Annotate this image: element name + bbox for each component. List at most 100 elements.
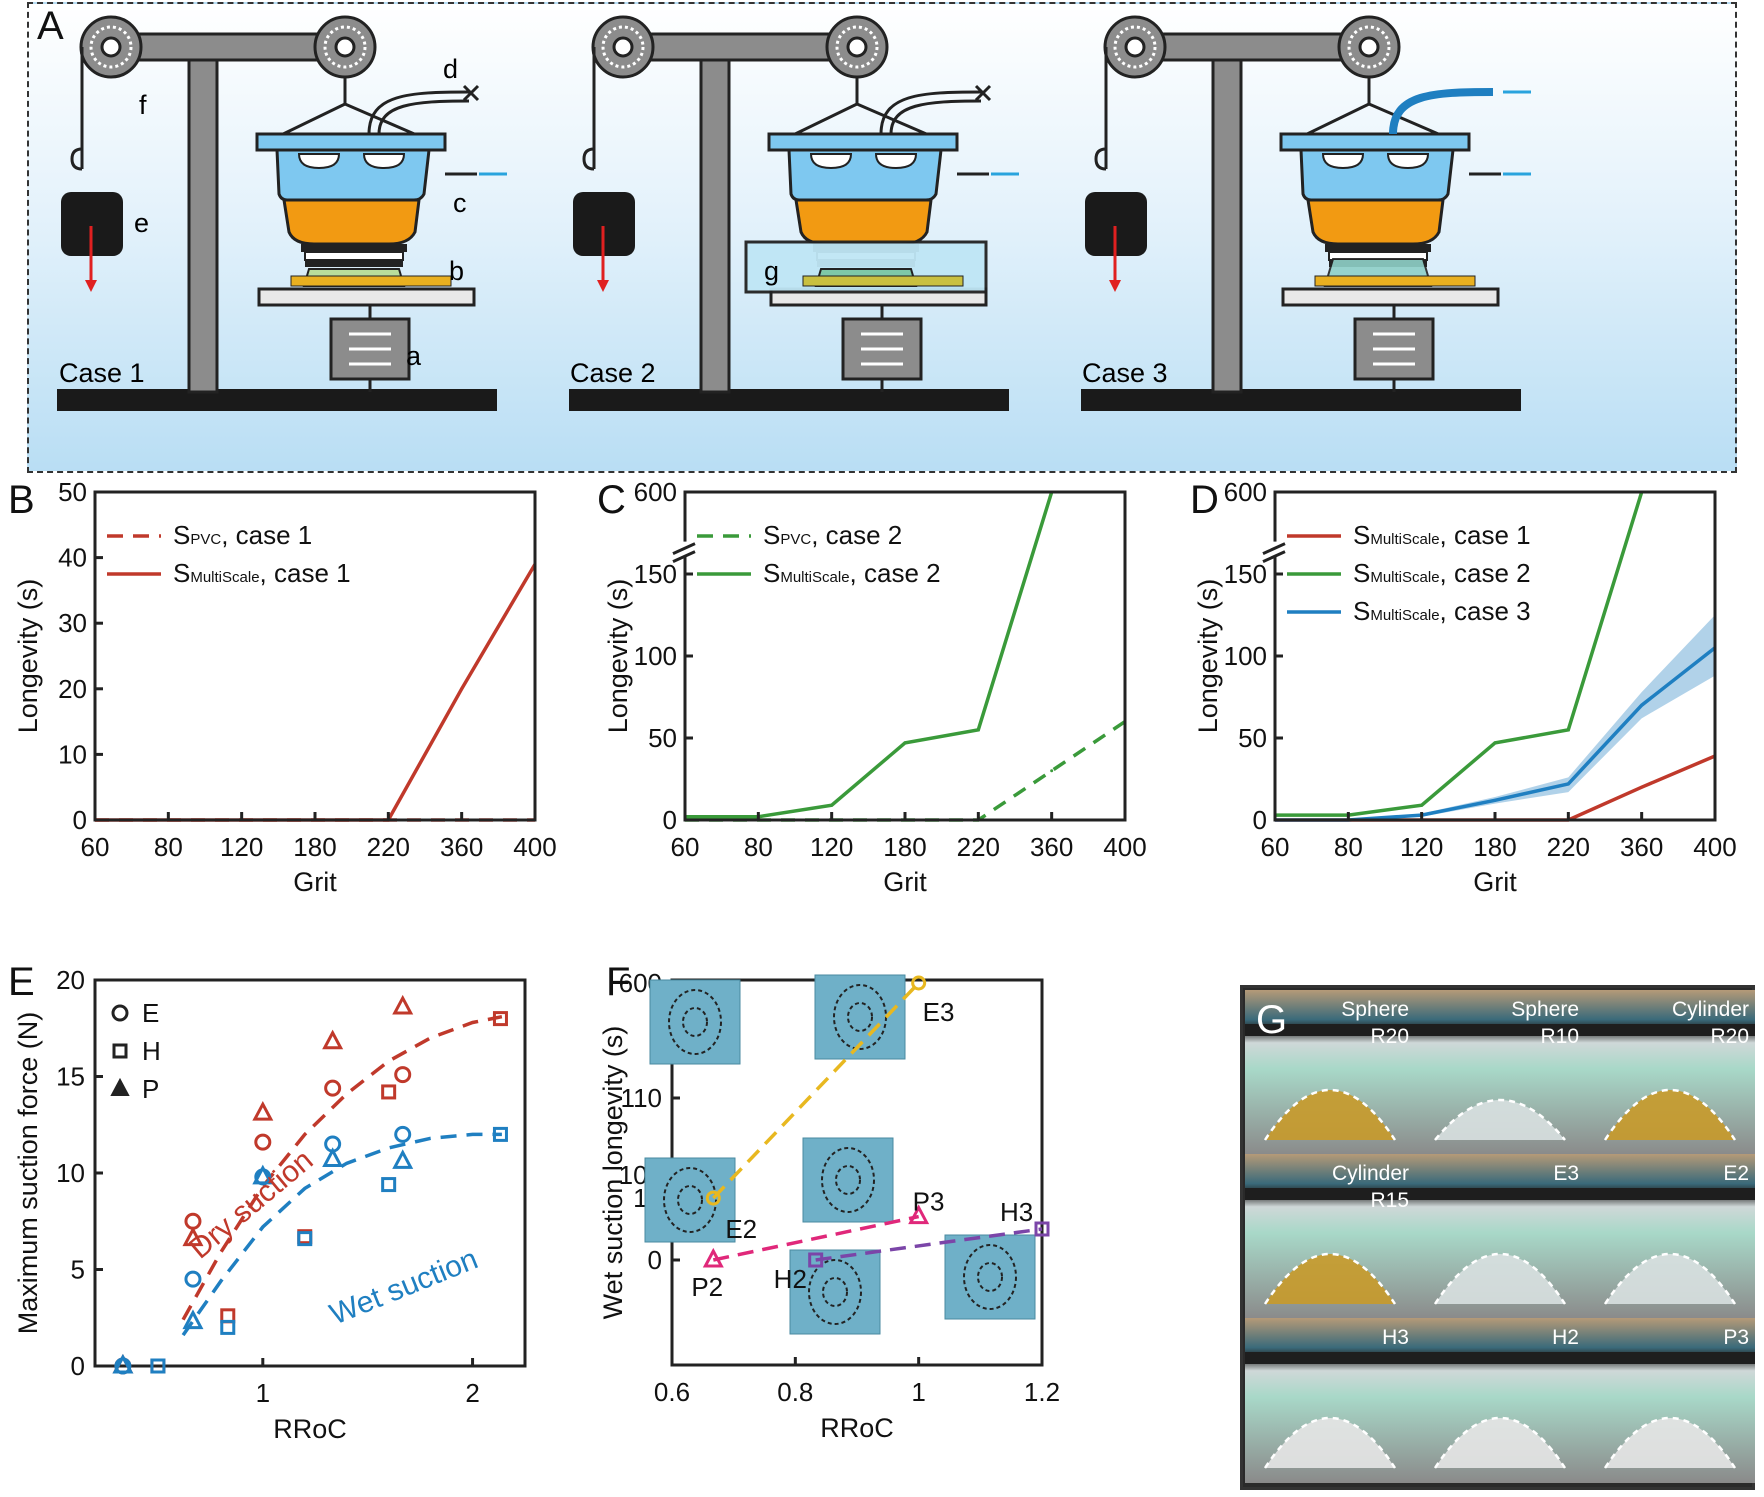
part-c-label: c xyxy=(453,188,467,218)
photo-cell-line2-1: R10 xyxy=(1540,1025,1579,1048)
chart-b: 0 10 20 30 40 50 60 80 120 180 220 360 400 Grit Longev… xyxy=(13,480,557,897)
x-axis-label: Grit xyxy=(883,867,927,897)
panel-d-label: D xyxy=(1190,478,1219,522)
data-point-2-3 xyxy=(1493,798,1497,802)
inset-outline-3 xyxy=(821,1147,875,1213)
photo-cell-line1-5: E2 xyxy=(1723,1162,1749,1185)
legend-label-1: SMultiScale, case 2 xyxy=(763,558,941,588)
part-g-label: g xyxy=(764,256,780,286)
photo-cell-line1-1: Sphere xyxy=(1511,998,1579,1021)
data-point-1-3 xyxy=(903,741,907,745)
data-point-0-5 xyxy=(1640,785,1644,789)
series-line-1 xyxy=(712,1214,920,1262)
y-tick-label-2: 20 xyxy=(58,674,87,704)
x-tick-label-5: 360 xyxy=(1030,832,1073,862)
photo-cell-line1-8: P3 xyxy=(1723,1326,1749,1349)
marker-1-1 xyxy=(908,1204,930,1225)
marker-1-6 xyxy=(220,1319,236,1335)
data-point-1-5 xyxy=(460,687,464,691)
annotation-dry-suction: Dry suction xyxy=(183,1144,319,1266)
marker-1-8 xyxy=(381,1177,397,1193)
photo-illustration xyxy=(1245,1352,1415,1469)
y-tick-label-3: 15 xyxy=(56,1062,85,1092)
photo-cell-5: E2 xyxy=(1585,1154,1755,1319)
inset-outline-5 xyxy=(963,1244,1017,1310)
series-line-2 xyxy=(815,1227,1043,1262)
y-tick-label-3: 110 xyxy=(621,1083,662,1113)
marker-0-9 xyxy=(492,1011,508,1027)
part-f-label: f xyxy=(139,90,147,120)
data-point-1-4 xyxy=(1566,728,1570,732)
panel-f-label: F xyxy=(606,960,631,1004)
data-point-2-5 xyxy=(1640,703,1644,707)
photo-cell-label-5: E2 xyxy=(1723,1160,1749,1187)
inset-inner-1 xyxy=(847,1002,873,1032)
photo-cell-label-6: H3 xyxy=(1382,1324,1409,1351)
photo-illustration xyxy=(1415,1188,1585,1305)
legend-marker-2 xyxy=(110,1077,130,1096)
x-tick-label-0: 60 xyxy=(1261,832,1290,862)
fit-line-1 xyxy=(181,1132,502,1337)
case-3-label: Case 3 xyxy=(1082,358,1168,388)
series-line-0 xyxy=(1275,754,1716,822)
legend-label-2: SMultiScale, case 3 xyxy=(1353,596,1531,626)
marker-0-1 xyxy=(184,1212,202,1230)
data-point-1-3 xyxy=(1493,741,1497,745)
marker-1-12 xyxy=(252,1164,274,1185)
data-point-0-5 xyxy=(1050,769,1054,773)
photo-cell-1: Sphere R10 xyxy=(1415,990,1585,1155)
marker-0-12 xyxy=(252,1100,274,1121)
y-tick-label-2: 100 xyxy=(1224,641,1267,671)
x-tick-label-4: 220 xyxy=(957,832,1000,862)
photo-cell-4: E3 xyxy=(1415,1154,1585,1319)
x-tick-label-5: 360 xyxy=(1620,832,1663,862)
data-point-1-2 xyxy=(830,803,834,807)
photo-cell-label-8: P3 xyxy=(1723,1324,1749,1351)
inset-photo-4 xyxy=(789,1249,881,1335)
point-label-1-0: P2 xyxy=(691,1272,723,1302)
y-tick-label-2: 100 xyxy=(634,641,677,671)
y-tick-label-0: 0 xyxy=(648,1245,662,1275)
marker-1-11 xyxy=(182,1309,204,1330)
photo-cell-label-7: H2 xyxy=(1552,1324,1579,1351)
y-axis-label: Maximum suction force (N) xyxy=(13,1012,43,1335)
photo-cell-line1-7: H2 xyxy=(1552,1326,1579,1349)
marker-0-2 xyxy=(254,1133,272,1151)
y-tick-label-0: 0 xyxy=(663,805,677,835)
x-tick-label-1: 0.8 xyxy=(777,1377,813,1407)
y-axis-label: Wet suction longevity (s) xyxy=(600,1026,628,1320)
panel-a-label: A xyxy=(37,4,64,48)
part-e-label: e xyxy=(134,208,150,238)
y-tick-label-0: 0 xyxy=(73,805,87,835)
data-point-1-2 xyxy=(1420,803,1424,807)
marker-1-9 xyxy=(492,1126,508,1142)
x-tick-label-1: 80 xyxy=(154,832,183,862)
x-tick-label-0: 60 xyxy=(81,832,110,862)
legend-label-1: SMultiScale, case 1 xyxy=(173,558,351,588)
photo-cell-6: H3 xyxy=(1245,1318,1415,1483)
photo-illustration xyxy=(1245,1024,1415,1141)
photo-cell-7: H2 xyxy=(1415,1318,1585,1483)
panel-c-label: C xyxy=(597,478,626,522)
y-tick-label-5: 50 xyxy=(58,480,87,507)
chart-c: 0 50 100 150 600 60 80 120 180 220 360 400 Grit Longe… xyxy=(603,480,1147,897)
x-tick-label-3: 180 xyxy=(1473,832,1516,862)
marker-1-7 xyxy=(297,1231,313,1247)
y-tick-label-3: 30 xyxy=(58,608,87,638)
legend-label-1: SMultiScale, case 2 xyxy=(1353,558,1531,588)
photo-cell-label-4: E3 xyxy=(1553,1160,1579,1187)
x-tick-label-1: 80 xyxy=(1334,832,1363,862)
legend-label-1: H xyxy=(142,1036,161,1066)
legend-marker-0 xyxy=(111,1004,129,1022)
photo-illustration xyxy=(1415,1024,1585,1141)
photo-cell-line2-3: R15 xyxy=(1370,1189,1409,1212)
photo-cell-label-3: Cylinder R15 xyxy=(1332,1160,1409,1214)
marker-1-5 xyxy=(150,1358,166,1374)
photo-cell-8: P3 xyxy=(1585,1318,1755,1483)
inset-photo-2 xyxy=(644,1157,736,1243)
chart-d: 0 50 100 150 600 60 80 120 180 220 360 400 Grit Longe… xyxy=(1193,480,1737,897)
x-tick-label-6: 400 xyxy=(513,832,556,862)
part-a-label: a xyxy=(406,341,422,371)
panel-b-label: B xyxy=(8,478,35,522)
x-tick-label-2: 1 xyxy=(911,1377,925,1407)
